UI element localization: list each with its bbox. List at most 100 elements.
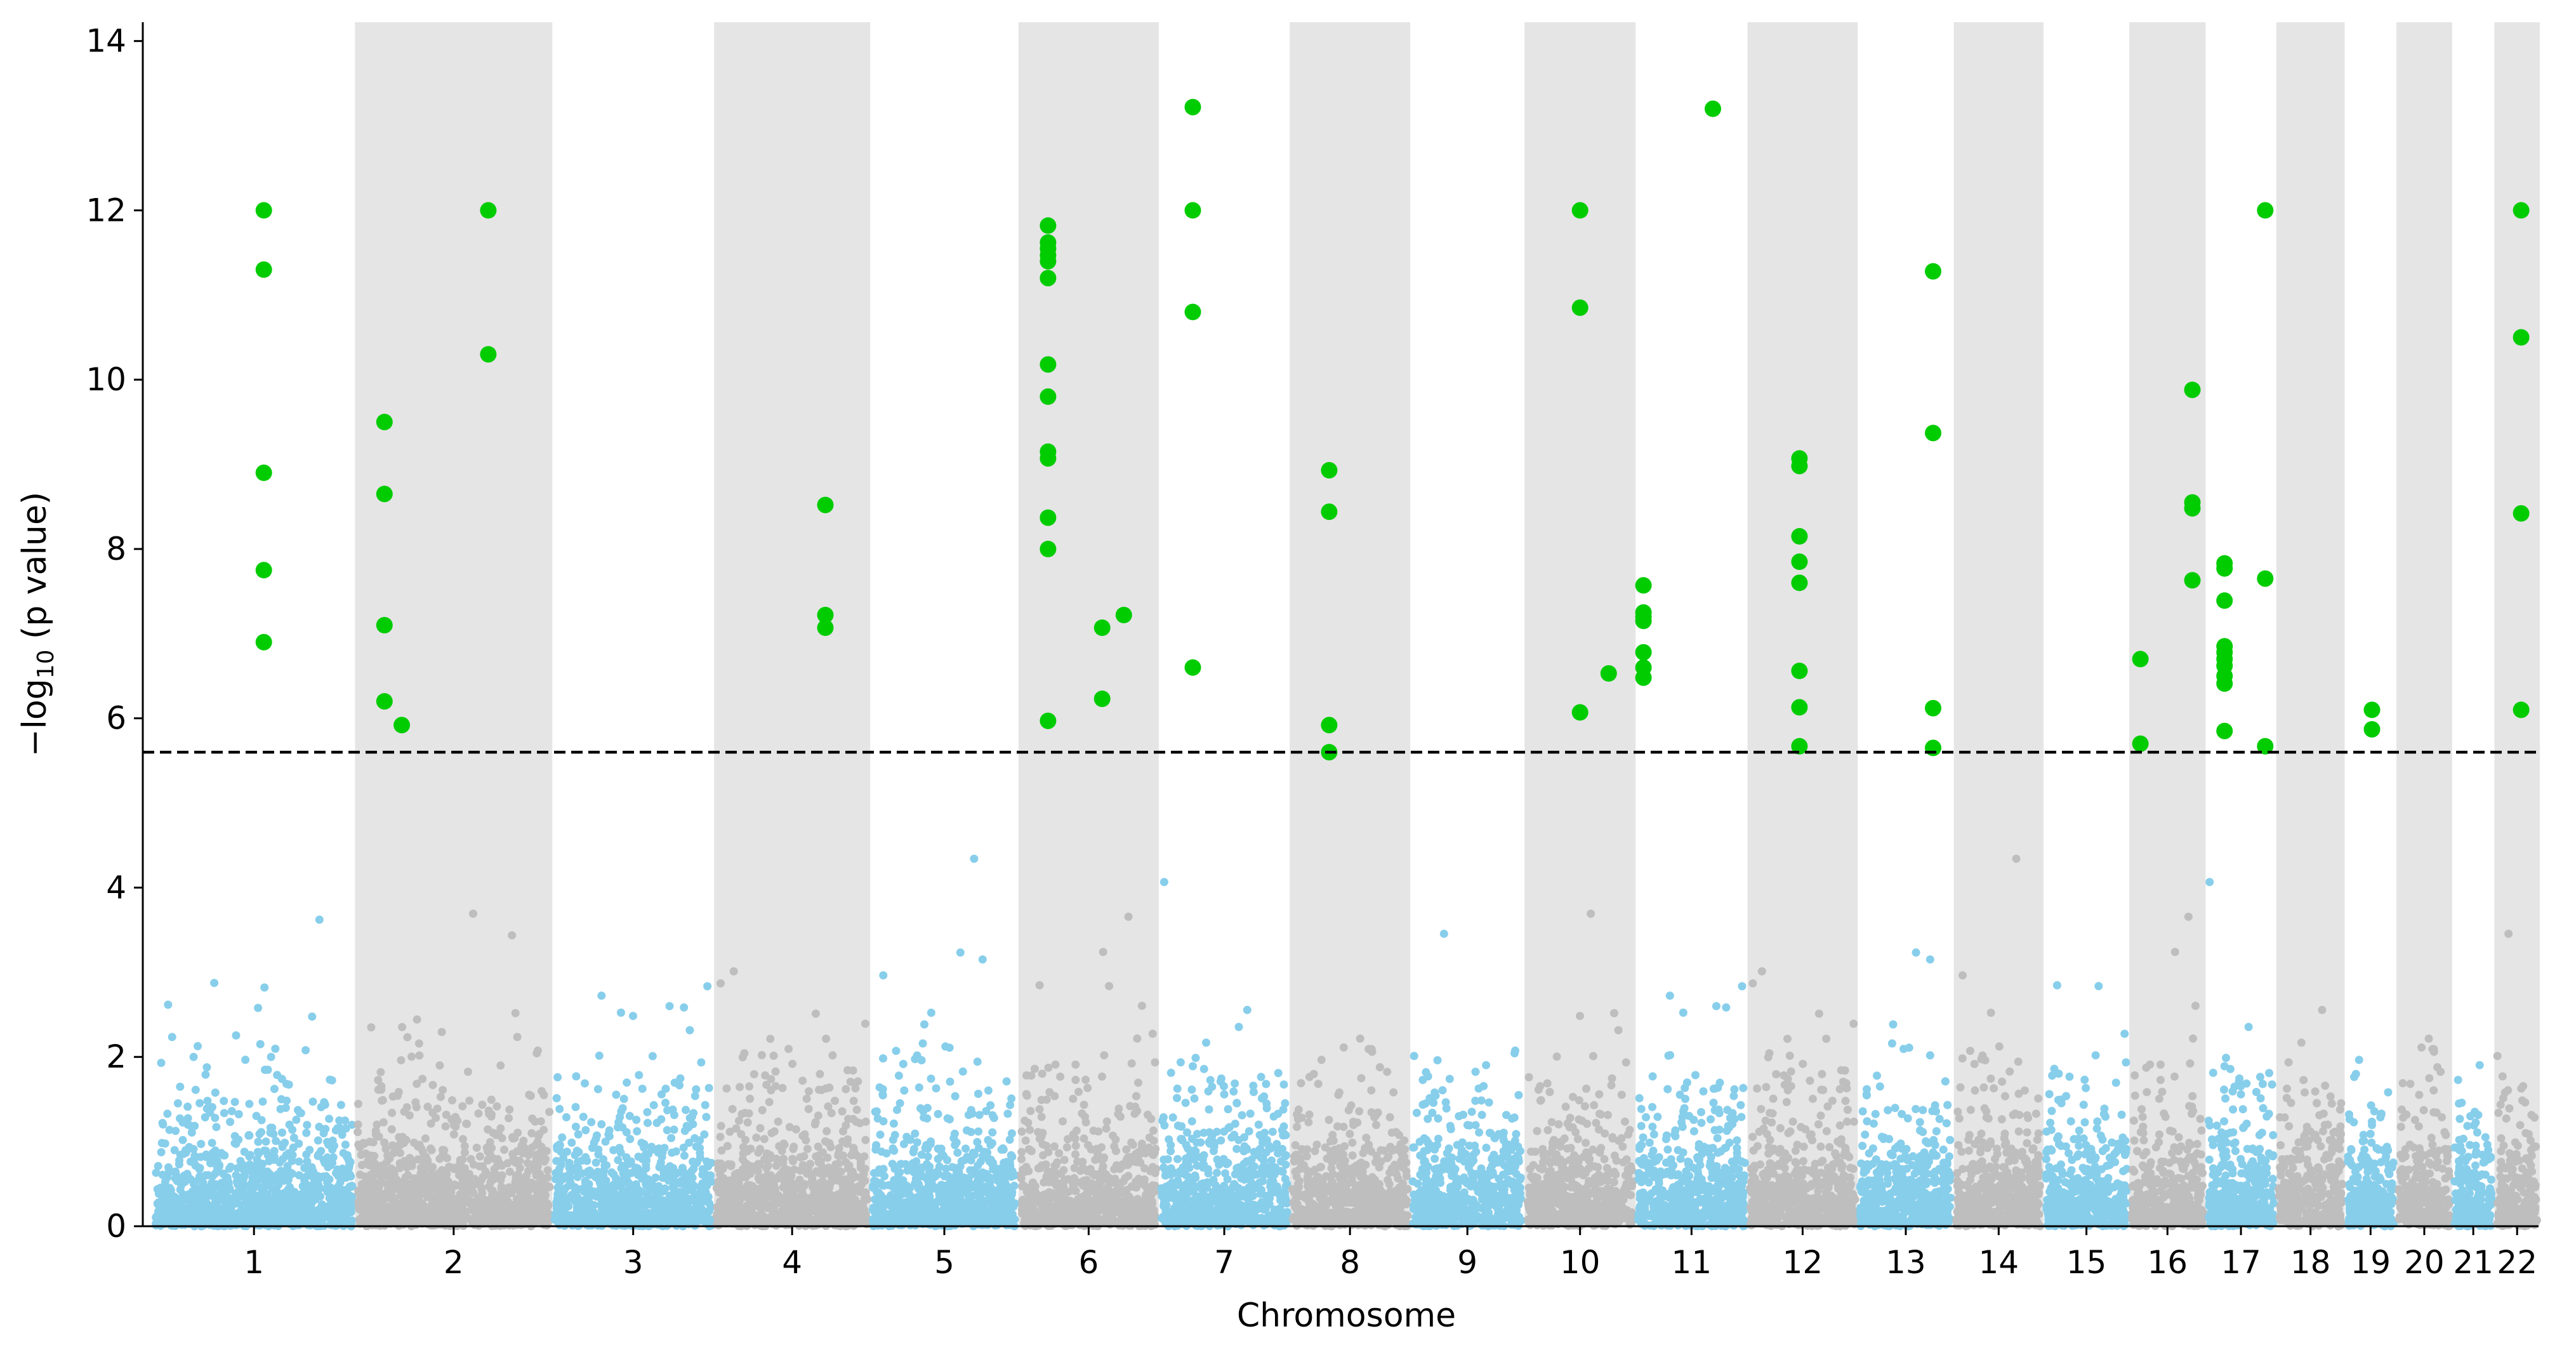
background-point: [619, 1094, 628, 1103]
background-point: [1017, 1155, 1026, 1163]
background-point: [201, 1070, 210, 1079]
background-point: [176, 1114, 184, 1123]
background-point: [532, 1049, 541, 1057]
background-point: [808, 1182, 817, 1191]
background-point: [879, 971, 888, 980]
background-point: [159, 1120, 168, 1129]
background-point: [996, 1207, 1005, 1216]
background-point: [638, 1155, 647, 1163]
background-point: [475, 1152, 484, 1161]
background-point: [472, 1143, 481, 1152]
background-point: [246, 1160, 254, 1169]
background-point: [228, 1213, 237, 1222]
background-point: [464, 1068, 472, 1076]
background-point: [541, 1191, 550, 1200]
background-point: [519, 1136, 528, 1145]
background-point: [975, 1188, 984, 1197]
background-point: [341, 1208, 350, 1217]
background-point: [498, 1185, 506, 1194]
background-point: [941, 1181, 950, 1190]
background-point: [254, 1221, 263, 1229]
background-point: [605, 1214, 614, 1222]
background-point: [1124, 1172, 1133, 1181]
background-point: [342, 1173, 351, 1182]
background-point: [958, 1067, 967, 1076]
background-point: [595, 1051, 604, 1060]
background-point: [355, 1143, 364, 1152]
background-point: [223, 1199, 231, 1208]
background-point: [988, 1128, 997, 1137]
background-point: [847, 1151, 856, 1160]
background-point: [696, 1190, 704, 1199]
background-point: [638, 1174, 647, 1183]
background-point: [617, 1009, 625, 1017]
background-point: [466, 1155, 475, 1163]
background-point: [683, 1200, 692, 1209]
background-point: [855, 1119, 864, 1128]
background-point: [558, 1200, 567, 1209]
background-point: [425, 1210, 433, 1219]
background-point: [967, 1156, 975, 1165]
background-point: [496, 1061, 505, 1070]
background-point: [984, 1086, 993, 1095]
background-point: [477, 1183, 485, 1192]
background-point: [543, 1182, 552, 1191]
background-point: [961, 1144, 970, 1153]
background-point: [258, 1097, 267, 1106]
background-point: [846, 1198, 854, 1206]
background-point: [208, 1139, 216, 1148]
background-point: [854, 1077, 862, 1086]
background-point: [1148, 1150, 1157, 1159]
background-point: [917, 1163, 926, 1172]
background-point: [986, 1101, 995, 1109]
background-point: [609, 1146, 618, 1155]
background-point: [964, 1111, 973, 1120]
background-point: [592, 1131, 601, 1140]
background-point: [661, 1184, 670, 1193]
background-point: [189, 1157, 198, 1166]
background-point: [254, 1137, 263, 1146]
background-point: [256, 1183, 265, 1192]
background-point: [822, 1127, 831, 1135]
background-point: [657, 1153, 666, 1161]
background-point: [354, 1099, 362, 1108]
background-point: [543, 1173, 552, 1182]
background-point: [219, 1170, 228, 1179]
background-point: [400, 1108, 409, 1116]
background-point: [302, 1128, 311, 1137]
background-point: [699, 1182, 708, 1191]
background-point: [1010, 1199, 1019, 1208]
background-point: [300, 1176, 309, 1184]
background-point: [286, 1183, 294, 1191]
background-point: [621, 1167, 630, 1175]
background-point: [774, 1117, 783, 1126]
background-point: [531, 1117, 539, 1126]
background-point: [201, 1211, 210, 1220]
background-point: [937, 1150, 946, 1159]
background-point: [1071, 1141, 1080, 1150]
background-point: [261, 1137, 270, 1146]
background-point: [539, 1220, 548, 1229]
background-point: [894, 1071, 903, 1080]
background-point: [353, 1120, 362, 1129]
background-point: [918, 1039, 927, 1048]
background-point: [774, 1172, 783, 1181]
background-point: [157, 1148, 166, 1156]
background-point: [714, 1159, 722, 1168]
background-point: [704, 1083, 713, 1092]
background-point: [974, 1089, 982, 1098]
background-point: [649, 1101, 658, 1109]
background-point: [573, 1172, 582, 1181]
background-point: [802, 1094, 811, 1103]
background-point: [566, 1178, 575, 1187]
background-point: [836, 1217, 845, 1226]
background-point: [689, 1181, 697, 1189]
background-point: [426, 1119, 435, 1128]
background-point: [201, 1113, 209, 1122]
background-point: [224, 1179, 233, 1188]
background-point: [416, 1163, 425, 1172]
background-point: [671, 1147, 680, 1156]
background-point: [895, 1099, 904, 1108]
background-point: [769, 1051, 778, 1060]
